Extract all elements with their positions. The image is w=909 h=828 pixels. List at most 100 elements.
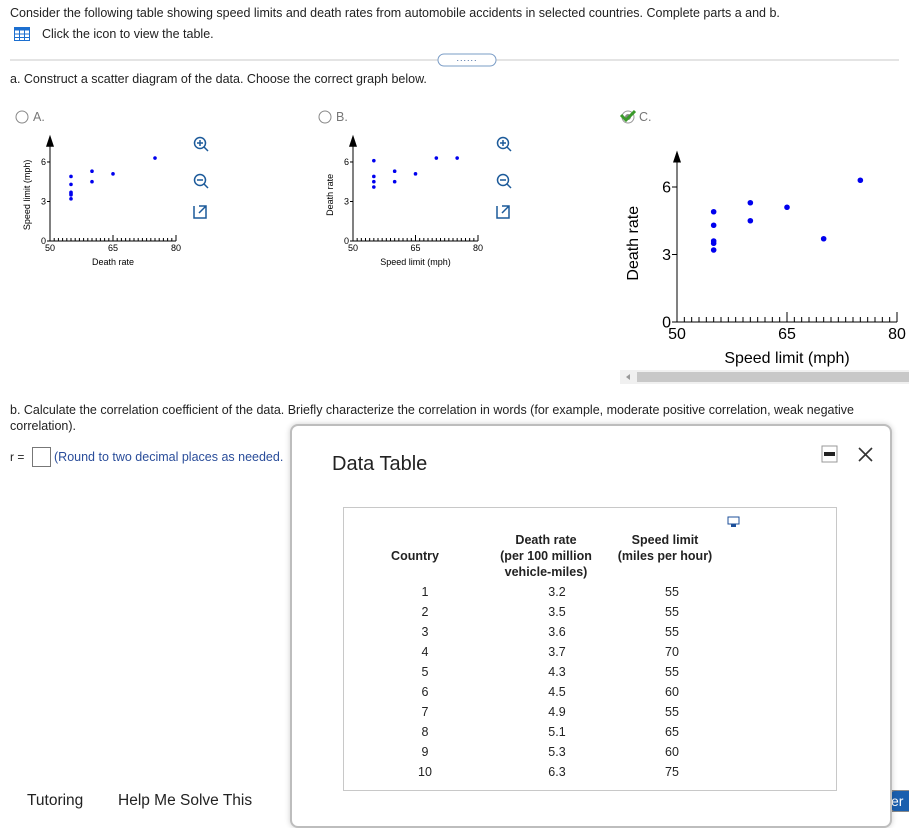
table-cell: 10	[418, 765, 432, 779]
overlay: er	[888, 790, 909, 812]
partial-button[interactable]: er	[891, 791, 909, 811]
scatter-point	[372, 185, 376, 189]
tutoring-button[interactable]: Tutoring	[27, 792, 84, 809]
scatter-point	[710, 208, 717, 215]
scatter-point	[710, 222, 717, 229]
scatter-point	[857, 177, 864, 184]
table-cell: 8	[421, 725, 429, 739]
column-header: Speed limit	[631, 533, 699, 547]
y-tick-label: 0	[41, 236, 46, 246]
table-cell: 2	[421, 605, 429, 619]
scroll-arrow[interactable]	[626, 374, 630, 380]
scatter-point	[392, 179, 397, 184]
table-cell: 65	[665, 725, 679, 739]
scatter-point	[784, 204, 790, 211]
table-cell: 1	[421, 585, 429, 599]
scatter-point	[413, 172, 418, 176]
option-label: B.	[336, 110, 348, 124]
y-tick-label: 0	[344, 236, 349, 246]
question-prompt: Consider the following table showing spe…	[10, 6, 780, 20]
y-tick-label: 3	[662, 247, 671, 264]
y-tick-label: 0	[662, 315, 671, 332]
scatter-point	[747, 199, 754, 206]
round-hint: (Round to two decimal places as needed.	[54, 450, 284, 464]
y-axis-label: Death rate	[625, 206, 642, 281]
y-axis-arrow	[673, 150, 681, 163]
dialog-title: Data Table	[332, 453, 428, 475]
table-cell: 55	[665, 665, 679, 679]
expand-icon[interactable]	[496, 205, 510, 219]
table-cell: 3.5	[548, 605, 566, 619]
r-input[interactable]	[32, 447, 51, 467]
table-cell: 4	[421, 645, 429, 659]
scatter-point	[372, 179, 376, 184]
column-header: (miles per hour)	[617, 549, 713, 563]
radio-button[interactable]	[318, 110, 332, 124]
table-cell: 5	[421, 665, 429, 679]
table-cell: 3	[421, 625, 429, 639]
table-cell: 3.2	[548, 585, 566, 599]
table-cell: 7	[421, 705, 429, 719]
column-header: Death rate	[515, 533, 577, 547]
x-tick-label: 50	[348, 243, 358, 253]
y-axis-label: Speed limit (mph)	[22, 160, 32, 231]
r-label: r =	[10, 450, 25, 464]
dialog: Data Table Country Death rate (per 100 mil…	[290, 424, 892, 828]
part-b-prompt: b. Calculate the correlation coefficient…	[10, 403, 854, 433]
radio-button[interactable]	[15, 110, 29, 124]
table-link[interactable]: Click the icon to view the table.	[42, 27, 214, 41]
copy-icon[interactable]	[727, 516, 741, 528]
column-header: vehicle-miles)	[504, 565, 588, 579]
footer: Tutoring Help Me Solve This	[0, 772, 290, 812]
column-header: (per 100 million	[500, 549, 592, 563]
x-tick-label: 80	[473, 243, 483, 253]
table-icon[interactable]	[14, 27, 30, 41]
x-tick-label: 80	[171, 243, 181, 253]
x-tick-label: 50	[668, 326, 686, 343]
x-axis-label: Death rate	[92, 257, 134, 267]
scatter-point	[69, 174, 73, 179]
y-tick-label: 3	[41, 197, 46, 207]
part-a-prompt: a. Construct a scatter diagram of the da…	[10, 72, 427, 86]
y-tick-label: 6	[344, 157, 349, 167]
table-cell: 5.1	[548, 725, 566, 739]
x-axis-label: Speed limit (mph)	[724, 350, 849, 367]
scrollbar-thumb[interactable]	[637, 372, 909, 382]
scatter-point	[111, 172, 115, 176]
dialog-controls	[821, 445, 873, 463]
table-cell: 70	[665, 645, 679, 659]
scatter-point	[69, 182, 73, 187]
divider: ......	[10, 53, 899, 67]
scatter-point	[90, 179, 94, 184]
expand-icon[interactable]	[193, 205, 207, 219]
table-cell: 55	[665, 605, 679, 619]
x-tick-label: 65	[108, 243, 118, 253]
table-cell: 6.3	[548, 765, 566, 779]
table-box: Country Death rate (per 100 million vehicle…	[343, 507, 837, 791]
svg-text:......: ......	[456, 53, 477, 63]
scatter-point	[372, 174, 376, 179]
table-cell: 4.3	[548, 665, 566, 679]
scatter-point	[392, 169, 397, 173]
close-button[interactable]	[858, 447, 873, 462]
icon-glyph	[500, 140, 512, 152]
check-mark	[619, 109, 637, 123]
table-cell: 4.9	[548, 705, 566, 719]
scatter-point	[372, 158, 376, 163]
scatter-point	[455, 156, 459, 160]
table-cell: 60	[665, 745, 679, 759]
scatter-point	[710, 238, 717, 244]
scatter-point	[747, 217, 754, 224]
y-tick-label: 3	[344, 197, 349, 207]
table-cell: 55	[665, 705, 679, 719]
graph-area: A. 50 65 80 0 3 6 Death rate Speed limit (mph) B.…	[15, 109, 909, 384]
scatter-point	[69, 197, 73, 201]
table-cell: 3.6	[548, 625, 566, 639]
x-tick-label: 50	[45, 243, 55, 253]
help-button[interactable]: Help Me Solve This	[118, 792, 253, 809]
table-cell: 75	[665, 765, 679, 779]
x-tick-label: 65	[778, 326, 796, 343]
table-cell: 6	[421, 685, 429, 699]
y-tick-label: 6	[662, 180, 671, 197]
